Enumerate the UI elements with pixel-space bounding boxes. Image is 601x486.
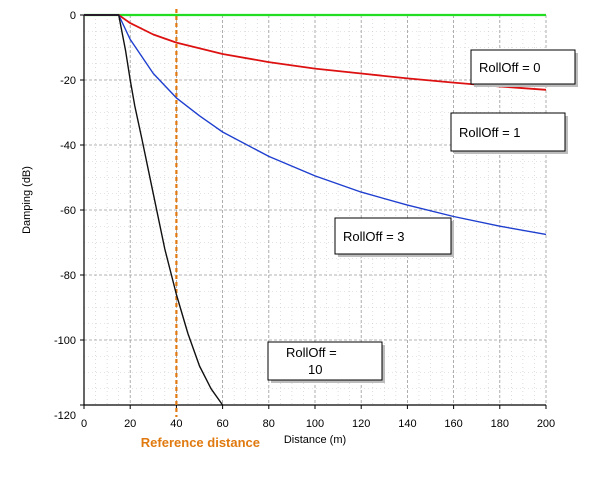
x-tick-label: 160 (444, 418, 462, 430)
series-label: RollOff = (286, 345, 337, 360)
y-tick-label: -40 (60, 140, 76, 152)
x-tick-label: 180 (491, 418, 509, 430)
y-tick-label: -120 (54, 410, 76, 422)
label-box (334, 217, 452, 255)
series-label: RollOff = 1 (459, 125, 521, 140)
y-tick-label: -20 (60, 75, 76, 87)
x-tick-label: 60 (216, 418, 228, 430)
series-label: RollOff = 3 (343, 229, 405, 244)
series-line-2 (84, 14, 547, 236)
reference-distance-label: Reference distance (141, 435, 260, 450)
series-label: RollOff = 0 (479, 60, 541, 75)
label-box (450, 112, 566, 152)
y-tick-label: -60 (60, 205, 76, 217)
series-line-3 (84, 14, 224, 406)
x-tick-label: 200 (537, 418, 555, 430)
label-box (470, 49, 576, 85)
y-axis-title: Damping (dB) (21, 166, 33, 234)
series-label-cont: 10 (308, 362, 322, 377)
y-tick-label: -80 (60, 270, 76, 282)
x-axis-title: Distance (m) (284, 434, 346, 446)
x-tick-label: 80 (263, 418, 275, 430)
y-tick-label: 0 (70, 10, 76, 22)
label-box (267, 341, 383, 381)
series-line-1 (84, 14, 547, 91)
x-tick-label: 0 (81, 418, 87, 430)
y-tick-label: -100 (54, 335, 76, 347)
x-tick-label: 120 (352, 418, 370, 430)
x-tick-label: 140 (398, 418, 416, 430)
x-tick-label: 40 (170, 418, 182, 430)
x-tick-label: 100 (306, 418, 324, 430)
x-tick-label: 20 (124, 418, 136, 430)
